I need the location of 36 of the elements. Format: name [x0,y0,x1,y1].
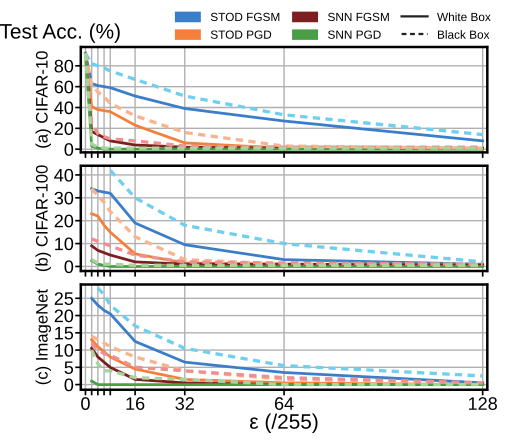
y-tick-label: 5 [64,361,74,374]
line-series [90,296,484,384]
legend-label: SNN PGD [328,30,381,39]
legend-label: Black Box [438,30,490,39]
legend-label: SNN FGSM [328,12,389,22]
line-series [108,168,484,264]
legend-label: White Box [437,12,491,22]
y-axis-title: (a) CIFAR-10 [35,51,51,148]
y-tick-label: 20 [54,309,74,322]
chart-title: Test Acc. (%) [0,23,120,43]
y-tick-label: 20 [54,122,74,136]
y-tick-label: 10 [55,238,74,250]
x-axis-title: ε (/255) [250,414,318,433]
line-series [90,237,484,266]
y-axis-title: (c) ImageNet [35,289,51,384]
x-tick-label: 64 [274,397,294,410]
y-axis-title: (b) CIFAR-100 [35,165,51,272]
y-tick-label: 30 [54,192,74,205]
y-tick-label: 0 [64,378,74,392]
x-tick-label: 32 [175,397,194,410]
y-tick-label: 60 [54,80,74,94]
y-tick-label: 10 [55,344,74,357]
y-tick-label: 20 [54,214,74,228]
legend-label: STOD FGSM [210,12,280,22]
line-series [96,286,484,378]
y-tick-label: 25 [54,292,74,306]
x-tick-label: 16 [126,397,144,410]
x-tick-label: 0 [81,397,90,410]
y-tick-label: 0 [64,260,74,274]
y-tick-label: 0 [64,143,74,156]
y-tick-label: 40 [54,168,74,182]
y-tick-label: 15 [55,326,74,340]
legend-label: STOD PGD [210,30,272,39]
y-tick-label: 80 [54,60,74,73]
x-tick-label: 128 [468,397,497,410]
y-tick-label: 40 [54,101,74,114]
